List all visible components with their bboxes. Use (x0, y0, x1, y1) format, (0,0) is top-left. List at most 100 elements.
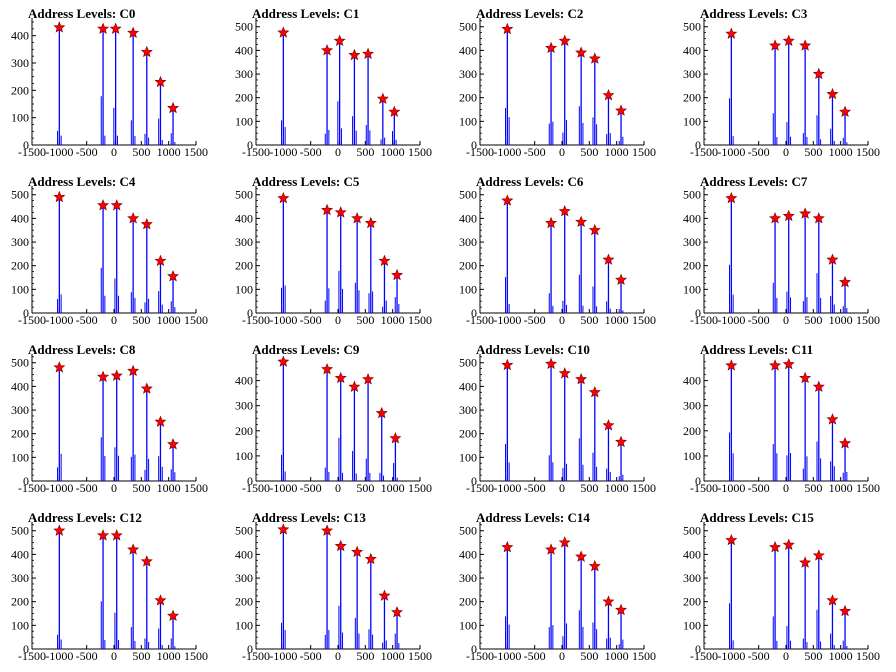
panel-title: Address Levels: C14 (476, 510, 590, 525)
y-tick-label: 200 (683, 259, 701, 273)
y-tick-label: 500 (683, 20, 701, 34)
peak-star-marker (277, 523, 290, 535)
panel-title: Address Levels: C10 (476, 342, 590, 357)
x-tick-label: 500 (804, 481, 822, 495)
y-tick-label: 100 (11, 111, 29, 125)
y-tick-label: 0 (471, 474, 477, 488)
x-tick-label: -1500 (242, 313, 270, 327)
peak-star-marker (140, 45, 153, 58)
histogram-svg: Address Levels: C15 0 100 200 300 400 500 -1500… (683, 510, 880, 663)
x-tick-label: 1000 (829, 145, 853, 159)
peak-star-marker (501, 358, 514, 371)
x-tick-label: 0 (111, 145, 117, 159)
peak-star-marker (362, 47, 375, 60)
x-tick-label: 1000 (829, 481, 853, 495)
peak-star-marker (826, 253, 839, 265)
peak-star-marker (277, 191, 290, 204)
histogram-panel: Address Levels: C2 0 100 200 300 400 500 -1500-… (448, 0, 672, 168)
panel-title: Address Levels: C9 (252, 342, 360, 357)
peak-star-marker (140, 555, 153, 567)
x-tick-label: 500 (132, 649, 150, 663)
y-tick-label: 0 (695, 474, 701, 488)
x-tick-label: 1000 (829, 313, 853, 327)
panel-title: Address Levels: C0 (28, 6, 135, 21)
histogram-svg: Address Levels: C9 0 100 200 300 400 -1500 -100… (235, 342, 432, 495)
peak-star-marker (167, 101, 180, 114)
x-tick-label: 0 (335, 313, 341, 327)
x-tick-label: -1000 (717, 145, 745, 159)
x-tick-label: -1000 (493, 649, 521, 663)
x-tick-label: 500 (356, 313, 374, 327)
x-tick-label: 0 (559, 145, 565, 159)
x-tick-label: -1500 (690, 481, 718, 495)
y-tick-label: 0 (247, 474, 253, 488)
x-tick-label: -500 (76, 313, 98, 327)
x-tick-label: -500 (300, 313, 322, 327)
peak-star-marker (501, 540, 514, 553)
peak-star-marker (321, 362, 334, 375)
y-tick-label: 300 (11, 235, 29, 249)
histogram-svg: Address Levels: C13 0 100 200 300 400 500 -1500… (235, 510, 432, 663)
y-tick-label: 400 (683, 374, 701, 388)
x-tick-label: 1500 (408, 145, 432, 159)
peak-star-marker (127, 26, 140, 39)
y-tick-label: 300 (683, 67, 701, 81)
x-tick-label: 1500 (408, 313, 432, 327)
histogram-panel: Address Levels: C13 0 100 200 300 400 500 -1500… (224, 504, 448, 672)
peak-star-marker (351, 212, 364, 224)
histogram-svg: Address Levels: C60100200300400500-1500-… (459, 174, 656, 327)
y-tick-label: 400 (11, 211, 29, 225)
x-tick-label: -500 (300, 145, 322, 159)
peak-star-marker (389, 432, 402, 444)
x-tick-label: 0 (783, 481, 789, 495)
y-tick-label: 500 (459, 524, 477, 538)
y-tick-label: 400 (683, 211, 701, 225)
peak-star-marker (140, 382, 153, 394)
peak-star-marker (378, 254, 391, 267)
histogram-panel: Address Levels: C6 0 100 200 300 400 500 -1500-… (448, 168, 672, 336)
x-tick-label: 500 (580, 649, 598, 663)
x-tick-label: 1000 (157, 313, 181, 327)
peak-star-marker (812, 380, 825, 392)
y-tick-label: 400 (11, 379, 29, 393)
y-tick-label: 400 (11, 29, 29, 43)
x-tick-label: -500 (76, 649, 98, 663)
x-tick-label: 0 (335, 649, 341, 663)
x-tick-label: -500 (748, 649, 770, 663)
x-tick-label: 0 (111, 649, 117, 663)
y-tick-label: 300 (235, 235, 253, 249)
x-tick-label: 500 (132, 145, 150, 159)
peak-star-marker (351, 545, 364, 558)
histogram-panel: Address Levels: C0 0 100 200 300 400 -1500 -100… (0, 0, 224, 168)
y-tick-label: 500 (235, 188, 253, 202)
peak-star-marker (110, 529, 123, 541)
x-tick-label: -500 (76, 481, 98, 495)
peak-star-marker (799, 371, 812, 384)
peak-star-marker (782, 209, 795, 222)
peak-star-marker (839, 105, 852, 117)
x-tick-label: -500 (748, 145, 770, 159)
peak-star-marker (154, 254, 167, 267)
y-tick-label: 400 (459, 547, 477, 561)
y-tick-label: 100 (459, 282, 477, 296)
y-tick-label: 300 (683, 571, 701, 585)
x-tick-label: 1500 (632, 649, 656, 663)
peak-star-marker (110, 199, 123, 211)
x-tick-label: -500 (524, 145, 546, 159)
histogram-svg: Address Levels: C14 0 100 200 300 400 500 -1500… (459, 510, 656, 663)
peak-star-marker (558, 34, 571, 47)
peak-star-marker (615, 435, 628, 448)
x-tick-label: 1000 (829, 649, 853, 663)
histogram-panel: Address Levels: C3 0 100 200 300 400 500 -1500-… (672, 0, 896, 168)
x-tick-label: -1500 (690, 145, 718, 159)
x-tick-label: -500 (748, 313, 770, 327)
y-tick-label: 0 (471, 642, 477, 656)
x-tick-label: -1500 (466, 145, 494, 159)
peak-star-marker (826, 87, 839, 100)
x-tick-label: -1000 (717, 313, 745, 327)
peak-star-marker (53, 524, 66, 536)
peak-star-marker (799, 39, 812, 51)
peak-star-marker (378, 589, 391, 601)
peak-star-marker (154, 594, 167, 606)
x-tick-label: 1000 (605, 481, 629, 495)
